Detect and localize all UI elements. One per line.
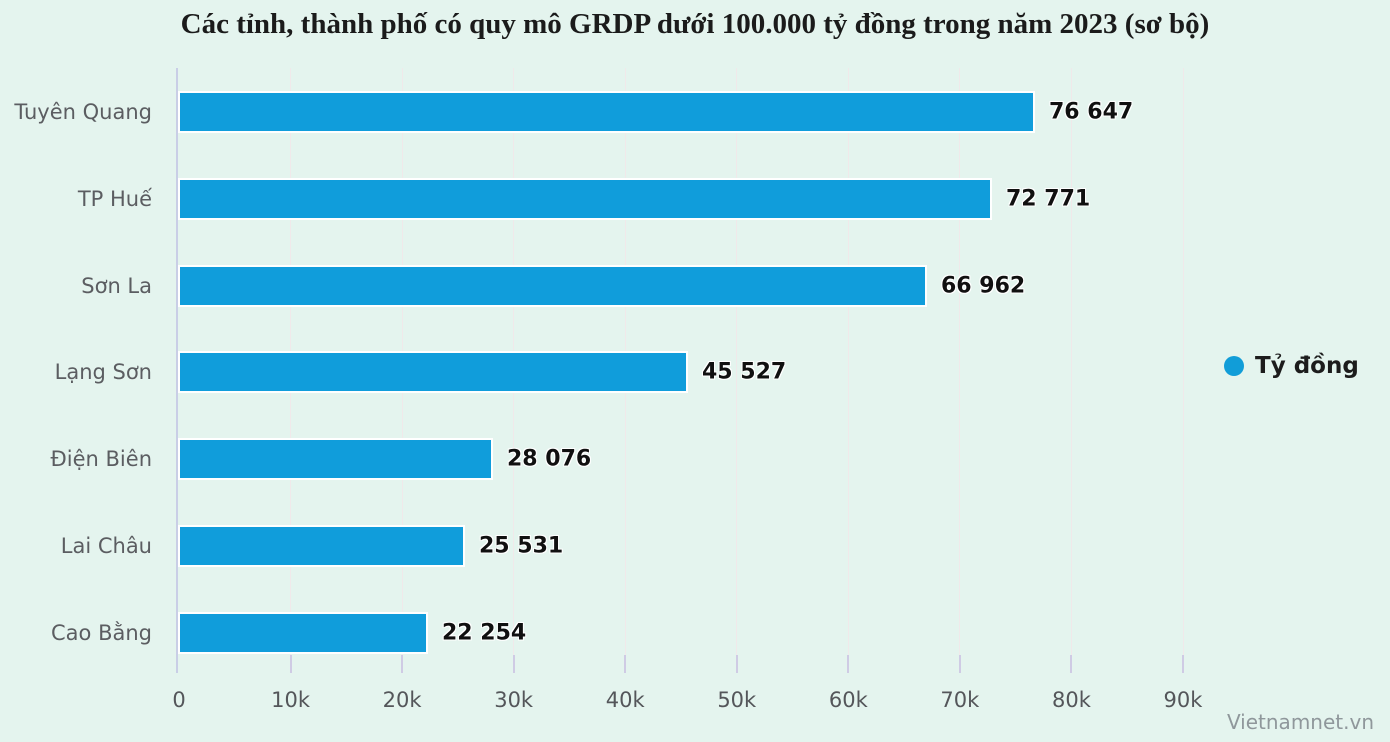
y-axis-line <box>176 68 178 673</box>
axis-tick <box>735 655 738 673</box>
axis-tick <box>1070 655 1073 673</box>
bar-value-label: 45 527 <box>702 359 787 385</box>
axis-tick-label: 30k <box>494 688 534 712</box>
axis-tick-label: 90k <box>1163 688 1203 712</box>
category-label: Lạng Sơn <box>54 360 152 384</box>
bar <box>178 525 465 567</box>
gridline <box>1182 68 1184 655</box>
bar-value-label: 25 531 <box>479 533 564 559</box>
watermark: Vietnamnet.vn <box>1226 710 1374 734</box>
gridline <box>1070 68 1072 655</box>
bar <box>178 351 688 393</box>
axis-tick <box>1182 655 1184 673</box>
bar <box>178 178 992 220</box>
legend-label: Tỷ đồng <box>1255 353 1359 379</box>
category-label: Lai Châu <box>60 534 152 558</box>
category-label: Sơn La <box>81 274 152 298</box>
category-label: Cao Bằng <box>51 621 152 645</box>
axis-tick-label: 10k <box>271 688 310 712</box>
axis-tick <box>401 655 404 673</box>
axis-tick-label: 0 <box>172 688 186 712</box>
legend: Tỷ đồng <box>1224 353 1359 379</box>
axis-tick-label: 50k <box>717 688 757 712</box>
bar-value-label: 28 076 <box>507 446 592 472</box>
axis-tick-label: 80k <box>1051 688 1091 712</box>
axis-tick <box>958 655 961 673</box>
axis-tick-label: 70k <box>940 688 980 712</box>
category-label: Điện Biên <box>50 447 152 471</box>
bar-value-label: 66 962 <box>941 273 1026 299</box>
bar <box>178 438 493 480</box>
chart-title: Các tỉnh, thành phố có quy mô GRDP dưới … <box>180 8 1210 40</box>
gridline <box>847 68 849 655</box>
legend-marker-icon <box>1224 356 1244 376</box>
bar-value-label: 22 254 <box>442 620 527 646</box>
bar-value-label: 76 647 <box>1049 99 1134 125</box>
bar <box>178 612 428 654</box>
category-label: TP Huế <box>77 187 152 211</box>
category-label: Tuyên Quang <box>14 100 152 124</box>
axis-tick <box>847 655 850 673</box>
axis-tick-label: 40k <box>605 688 645 712</box>
axis-tick-label: 20k <box>382 688 422 712</box>
gridline <box>736 68 738 655</box>
bar <box>178 91 1035 133</box>
bar-value-label: 72 771 <box>1006 186 1091 212</box>
bar <box>178 265 927 307</box>
axis-tick <box>512 655 515 673</box>
axis-tick <box>289 655 292 673</box>
gridline <box>959 68 961 655</box>
axis-tick-label: 60k <box>828 688 868 712</box>
axis-tick <box>624 655 627 673</box>
